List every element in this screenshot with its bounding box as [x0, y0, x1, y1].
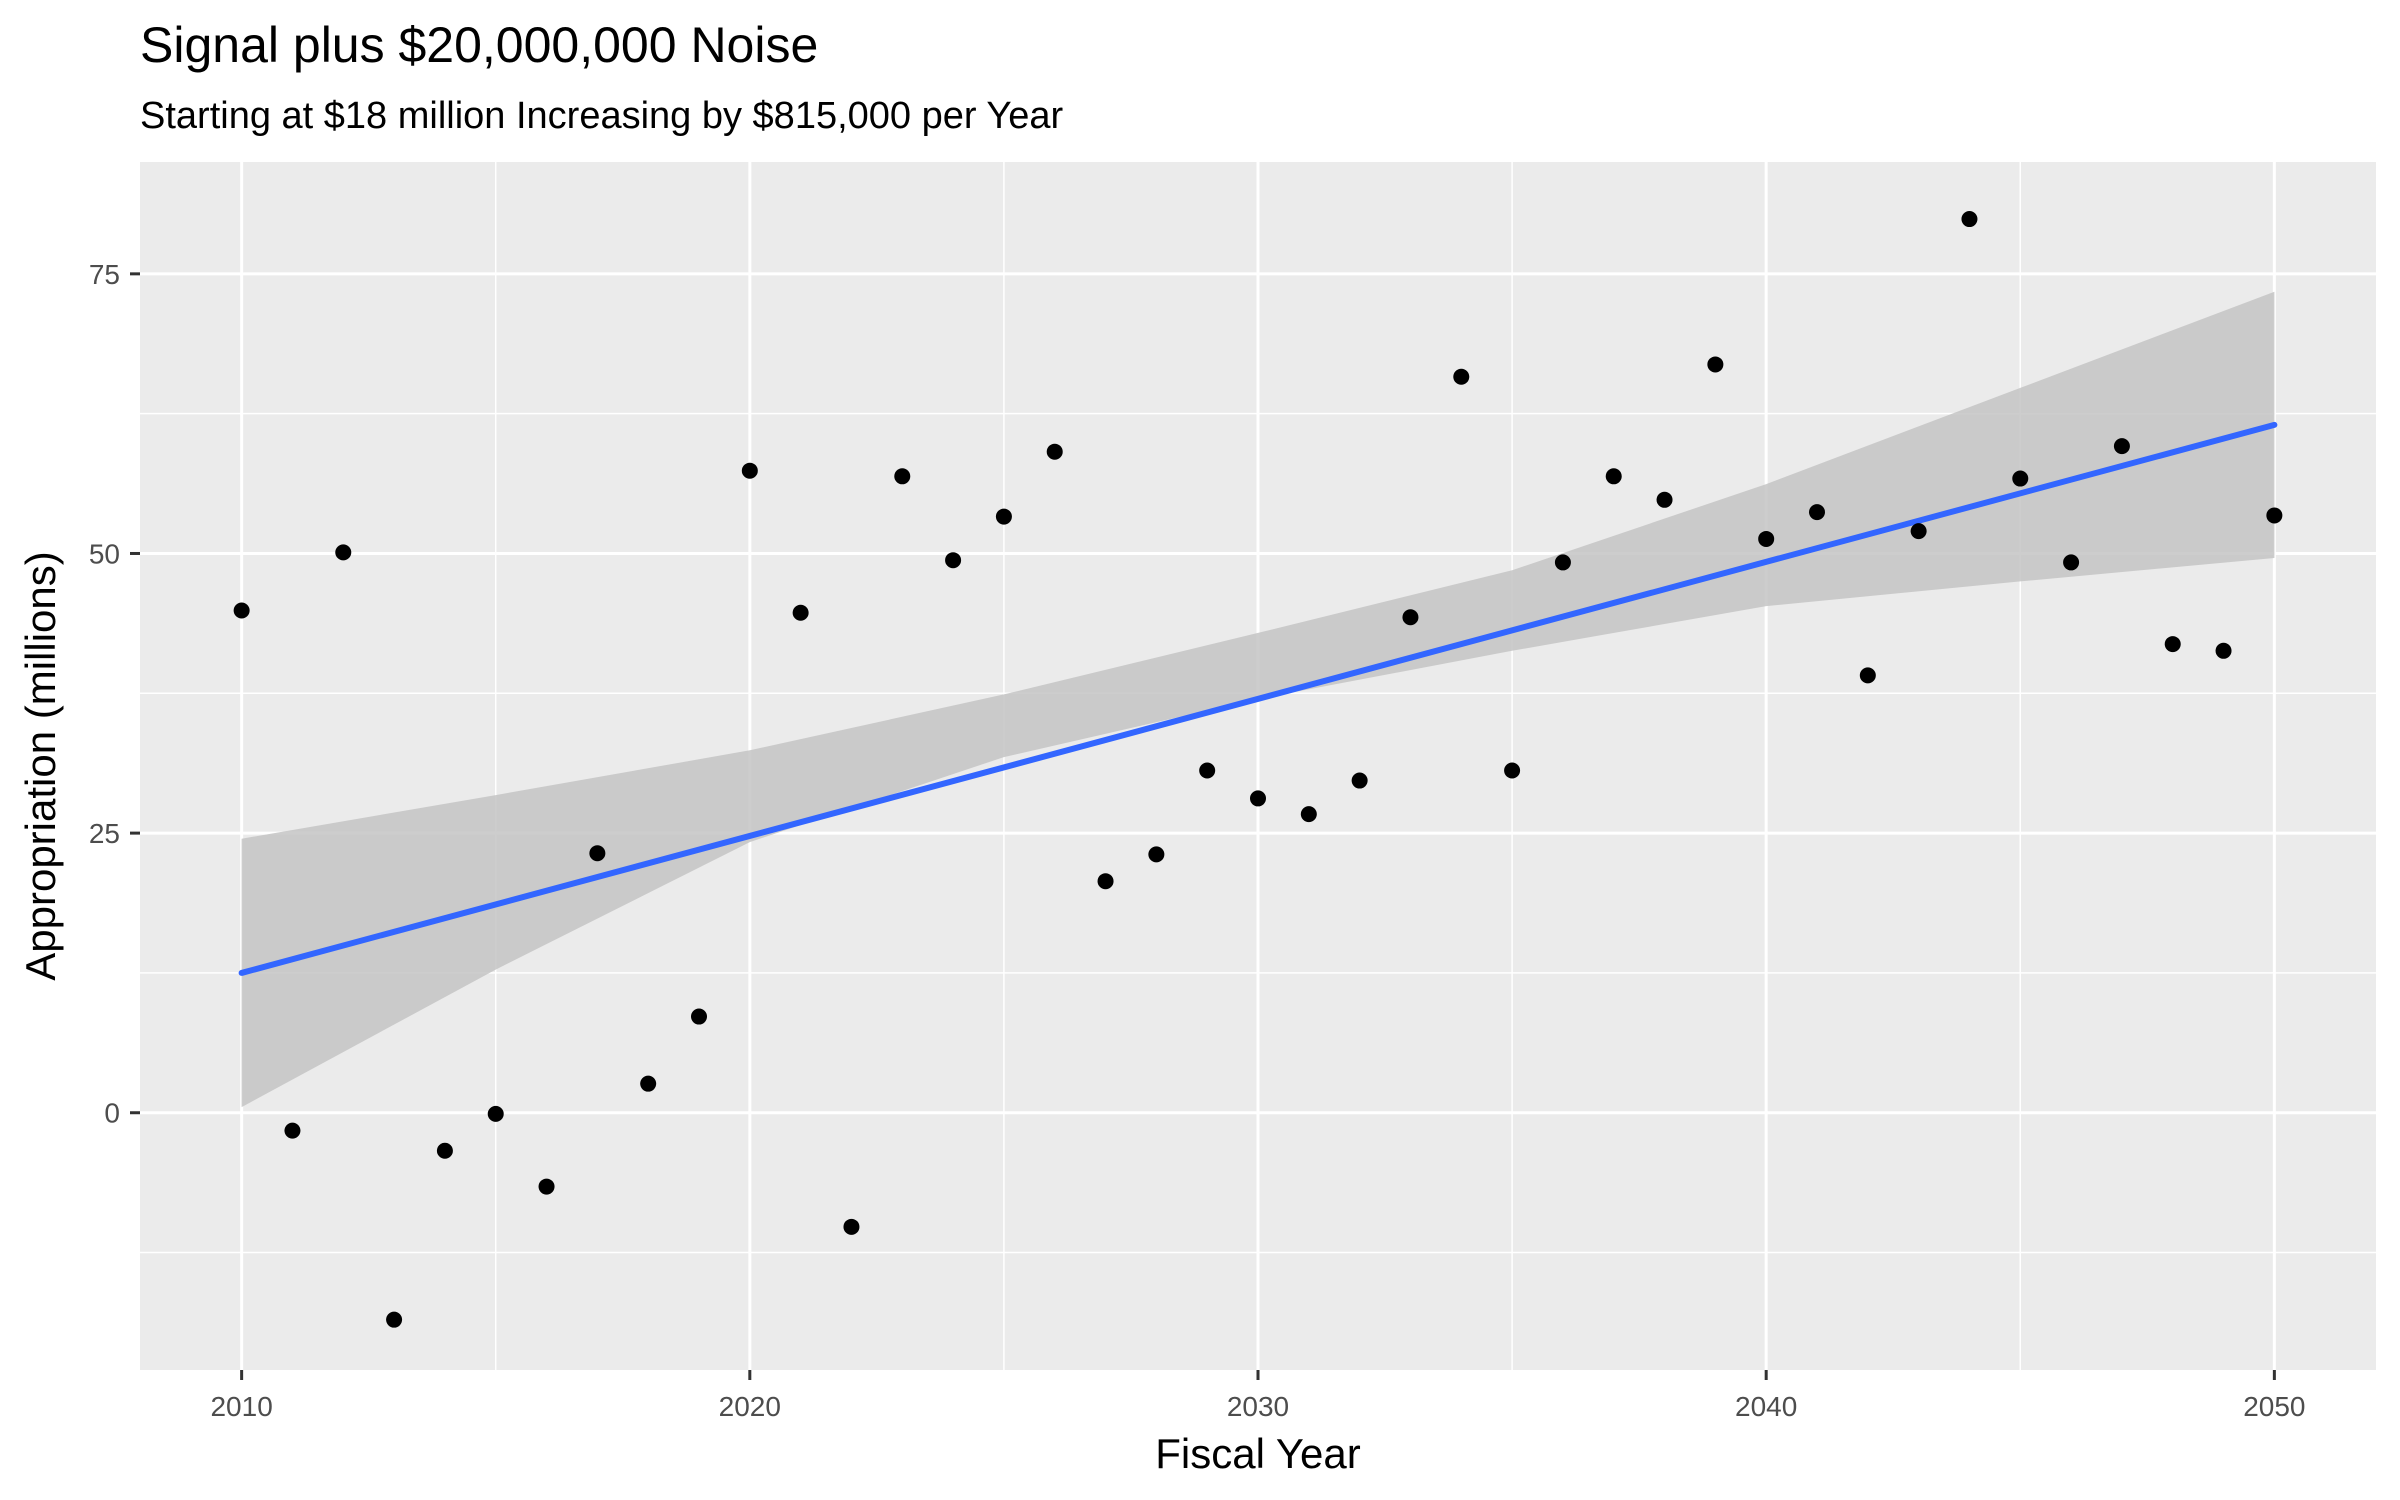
x-tick-label: 2040 — [1735, 1391, 1797, 1422]
data-point — [589, 845, 606, 862]
trend-line-layer — [238, 421, 2278, 976]
data-point — [1707, 356, 1724, 373]
data-point — [538, 1178, 555, 1195]
confidence-band-layer — [241, 291, 2275, 1108]
data-points — [233, 211, 2283, 1328]
data-point — [945, 552, 962, 569]
data-point — [1859, 667, 1876, 684]
data-point — [436, 1142, 453, 1159]
trend-line — [238, 421, 2278, 976]
data-point — [1910, 523, 1927, 540]
data-point — [2266, 507, 2283, 524]
y-tick-label: 25 — [89, 818, 120, 849]
data-point — [1046, 443, 1063, 460]
data-point — [2113, 438, 2130, 455]
data-point — [741, 462, 758, 479]
y-axis-title: Appropriation (millions) — [17, 551, 64, 981]
data-point — [1148, 846, 1165, 863]
data-point — [233, 602, 250, 619]
data-point — [1605, 468, 1622, 485]
data-point — [1961, 211, 1978, 228]
data-point — [1453, 368, 1470, 385]
data-point — [487, 1105, 504, 1122]
data-point — [894, 468, 911, 485]
data-point — [284, 1122, 301, 1139]
data-point — [1656, 491, 1673, 508]
data-point — [1300, 806, 1317, 823]
data-point — [1758, 530, 1775, 547]
x-tick-label: 2010 — [210, 1391, 272, 1422]
y-tick-label: 0 — [104, 1098, 120, 1129]
x-tick-label: 2020 — [719, 1391, 781, 1422]
y-tick-label: 50 — [89, 538, 120, 569]
data-point — [792, 604, 809, 621]
data-point — [1351, 772, 1368, 789]
data-point — [2012, 470, 2029, 487]
data-point — [2215, 642, 2232, 659]
data-point — [1250, 790, 1266, 807]
axes: 0 25 50 75 2010 2020 2030 2040 2050 — [89, 259, 2306, 1422]
data-point — [1554, 554, 1571, 571]
data-point — [386, 1311, 403, 1328]
y-tick-label: 75 — [89, 259, 120, 290]
x-tick-label: 2030 — [1227, 1391, 1289, 1422]
x-tick-label: 2050 — [2243, 1391, 2305, 1422]
data-point — [1097, 873, 1114, 890]
confidence-band — [241, 291, 2275, 1108]
x-axis-title: Fiscal Year — [1155, 1430, 1360, 1477]
data-point — [1504, 762, 1521, 779]
chart-title: Signal plus $20,000,000 Noise — [140, 17, 818, 73]
chart-subtitle: Starting at $18 million Increasing by $8… — [140, 95, 1064, 137]
data-point — [843, 1218, 860, 1235]
data-point — [335, 544, 352, 561]
data-point — [2063, 554, 2080, 571]
data-point — [691, 1008, 707, 1025]
data-point — [995, 508, 1012, 525]
data-point — [640, 1075, 657, 1092]
data-point — [1809, 504, 1825, 521]
data-point — [2164, 636, 2181, 653]
data-point — [1199, 762, 1216, 779]
data-point — [1402, 609, 1419, 626]
